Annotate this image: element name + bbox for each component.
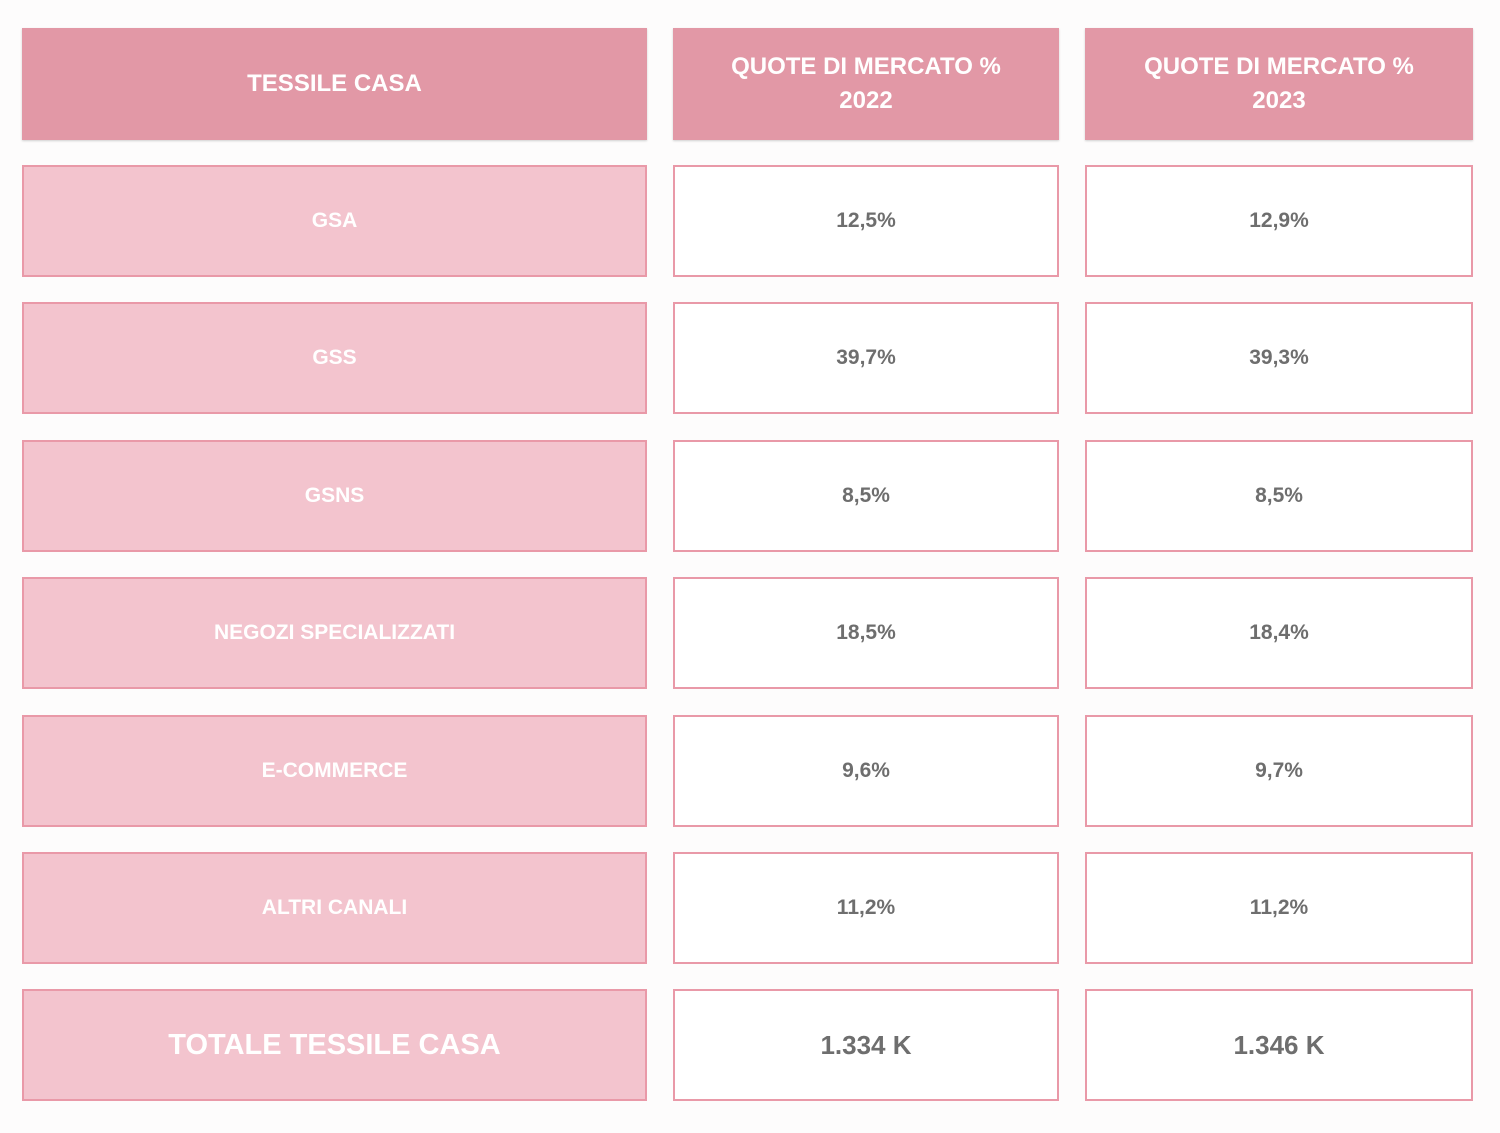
row-label: E-COMMERCE bbox=[261, 759, 408, 782]
value-2023-cell: 18,4% bbox=[1085, 577, 1473, 689]
row-label-cell: GSS bbox=[22, 302, 647, 414]
header-label: TESSILE CASA bbox=[247, 70, 422, 97]
row-label: TOTALE TESSILE CASA bbox=[168, 1028, 501, 1061]
value-2022-cell: 39,7% bbox=[673, 302, 1059, 414]
header-tessile-casa: TESSILE CASA bbox=[22, 28, 647, 140]
header-label: QUOTE DI MERCATO % 2022 bbox=[731, 53, 1001, 114]
row-label-cell: E-COMMERCE bbox=[22, 715, 647, 827]
value-2023: 9,7% bbox=[1255, 759, 1303, 782]
value-2023: 1.346 K bbox=[1233, 1029, 1325, 1060]
row-label-cell: GSA bbox=[22, 165, 647, 277]
value-2023-cell: 9,7% bbox=[1085, 715, 1473, 827]
header-quote-2023: QUOTE DI MERCATO % 2023 bbox=[1085, 28, 1473, 140]
header-quote-2022: QUOTE DI MERCATO % 2022 bbox=[673, 28, 1059, 140]
value-2022-cell: 8,5% bbox=[673, 440, 1059, 552]
value-2022: 12,5% bbox=[836, 209, 896, 232]
row-label-cell: GSNS bbox=[22, 440, 647, 552]
value-2022: 11,2% bbox=[836, 896, 896, 919]
value-2023: 39,3% bbox=[1249, 346, 1309, 369]
value-2023: 18,4% bbox=[1249, 621, 1309, 644]
value-2022-cell: 11,2% bbox=[673, 852, 1059, 964]
value-2023-cell: 11,2% bbox=[1085, 852, 1473, 964]
total-row-label-cell: TOTALE TESSILE CASA bbox=[22, 989, 647, 1101]
value-2023: 11,2% bbox=[1249, 896, 1309, 919]
value-2022: 39,7% bbox=[836, 346, 896, 369]
value-2022: 9,6% bbox=[842, 759, 890, 782]
value-2022: 1.334 K bbox=[820, 1029, 912, 1060]
row-label: ALTRI CANALI bbox=[261, 896, 408, 919]
value-2023-cell: 12,9% bbox=[1085, 165, 1473, 277]
row-label-cell: ALTRI CANALI bbox=[22, 852, 647, 964]
value-2022-cell: 18,5% bbox=[673, 577, 1059, 689]
value-2023: 8,5% bbox=[1255, 484, 1303, 507]
value-2022-cell: 12,5% bbox=[673, 165, 1059, 277]
total-value-2022-cell: 1.334 K bbox=[673, 989, 1059, 1101]
row-label-cell: NEGOZI SPECIALIZZATI bbox=[22, 577, 647, 689]
value-2022: 8,5% bbox=[842, 484, 890, 507]
value-2022-cell: 9,6% bbox=[673, 715, 1059, 827]
row-label: GSNS bbox=[304, 484, 365, 507]
row-label: GSS bbox=[312, 346, 357, 369]
value-2023-cell: 39,3% bbox=[1085, 302, 1473, 414]
total-value-2023-cell: 1.346 K bbox=[1085, 989, 1473, 1101]
row-label: NEGOZI SPECIALIZZATI bbox=[213, 621, 456, 644]
row-label: GSA bbox=[311, 209, 358, 232]
value-2022: 18,5% bbox=[836, 621, 896, 644]
value-2023-cell: 8,5% bbox=[1085, 440, 1473, 552]
header-label: QUOTE DI MERCATO % 2023 bbox=[1144, 53, 1414, 114]
value-2023: 12,9% bbox=[1249, 209, 1309, 232]
